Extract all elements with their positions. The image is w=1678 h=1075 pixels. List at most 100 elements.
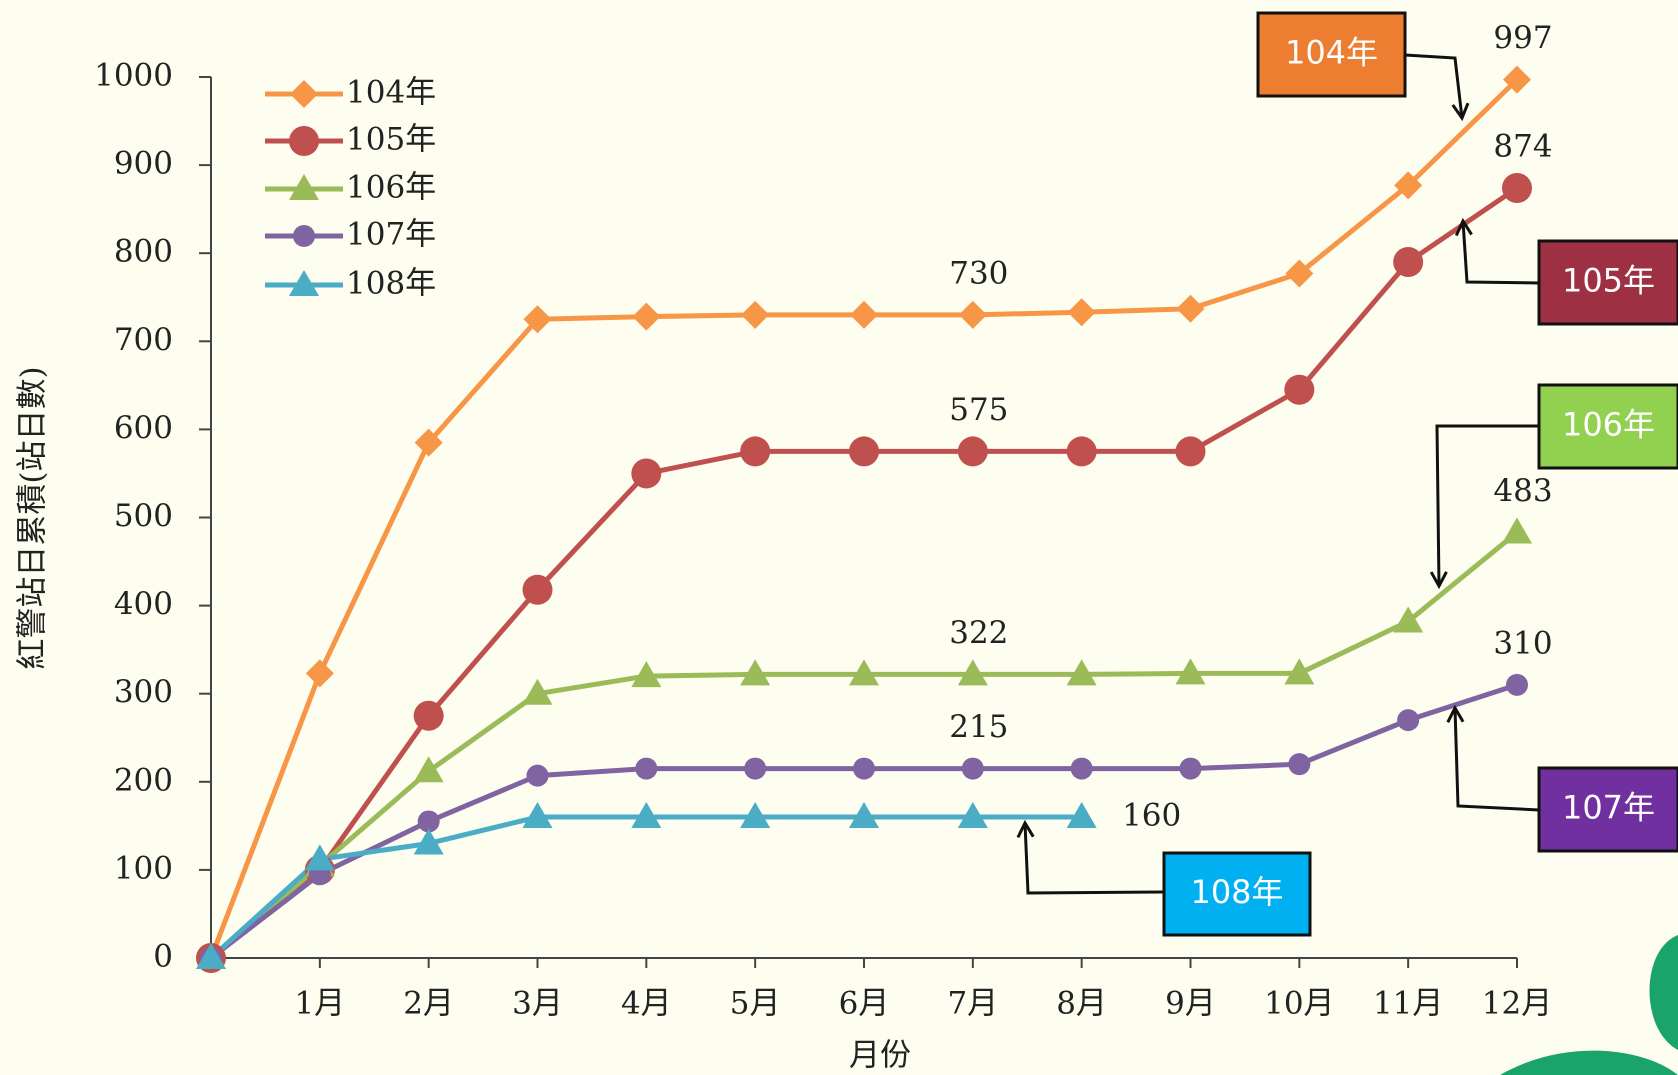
x-tick-label: 8月 <box>1056 986 1107 1022</box>
marker <box>289 270 319 296</box>
data-label: 215 <box>949 709 1008 745</box>
marker <box>522 802 553 829</box>
y-tick-label: 800 <box>114 234 173 270</box>
y-axis-label: 紅警站日累積(站日數) <box>15 366 51 669</box>
data-label: 874 <box>1493 129 1552 165</box>
annotation-box <box>1162 851 1312 937</box>
marker <box>526 764 549 787</box>
marker <box>741 300 770 329</box>
arrow-head <box>1454 217 1473 237</box>
marker <box>1179 757 1202 780</box>
marker <box>849 436 879 467</box>
marker <box>413 828 444 855</box>
legend-label: 107年 <box>346 217 436 253</box>
annotation-box <box>1537 766 1678 853</box>
marker <box>413 756 444 783</box>
marker <box>1506 673 1528 696</box>
marker <box>631 458 662 489</box>
marker <box>305 659 334 688</box>
marker <box>1285 259 1314 288</box>
marker <box>1394 171 1423 200</box>
arrow-head <box>1016 819 1035 839</box>
marker <box>304 844 335 871</box>
marker <box>740 802 771 829</box>
decoration <box>1500 1050 1678 1075</box>
legend-label: 104年 <box>346 75 436 111</box>
annotation-box <box>1537 383 1678 470</box>
annotation-arrow <box>1453 707 1540 812</box>
marker <box>635 757 658 780</box>
legend-label: 108年 <box>346 266 436 302</box>
legend-label: 105年 <box>346 122 436 158</box>
x-tick-label: 2月 <box>403 986 454 1022</box>
y-tick-label: 300 <box>114 674 173 710</box>
marker <box>1393 606 1424 633</box>
annotation-arrow <box>1461 220 1540 285</box>
y-tick-label: 0 <box>153 939 173 975</box>
marker <box>1066 802 1097 829</box>
arrow-head <box>1446 704 1465 723</box>
arrow-head <box>1451 102 1470 122</box>
annotation-label: 107年 <box>1562 789 1655 827</box>
marker <box>414 428 443 457</box>
x-tick-label: 10月 <box>1264 986 1334 1022</box>
marker <box>523 305 552 334</box>
marker <box>957 436 988 467</box>
marker <box>631 802 662 829</box>
marker <box>850 300 878 329</box>
marker <box>289 174 319 200</box>
marker <box>1393 247 1424 278</box>
annotation-arrow <box>1435 424 1539 587</box>
marker <box>631 661 662 688</box>
legend-label: 106年 <box>346 170 436 206</box>
marker <box>1502 173 1532 204</box>
y-tick-label: 500 <box>114 498 173 534</box>
data-label: 160 <box>1122 798 1181 834</box>
data-label: 730 <box>949 255 1008 291</box>
marker <box>740 659 771 686</box>
marker <box>1503 65 1531 94</box>
marker <box>849 659 879 686</box>
marker <box>1066 659 1097 686</box>
annotation-label: 105年 <box>1562 262 1655 300</box>
marker <box>1284 374 1315 405</box>
y-tick-label: 400 <box>114 586 173 622</box>
y-tick-label: 900 <box>114 146 173 182</box>
marker <box>957 802 988 829</box>
marker <box>417 810 440 833</box>
x-tick-label: 11月 <box>1373 986 1443 1022</box>
y-tick-label: 100 <box>114 850 173 886</box>
marker <box>1284 658 1315 685</box>
marker <box>961 757 984 780</box>
marker <box>196 943 226 969</box>
data-label: 322 <box>949 615 1008 651</box>
marker <box>853 757 875 780</box>
annotation-label: 106年 <box>1562 406 1655 444</box>
data-label: 575 <box>949 392 1008 428</box>
x-axis-label: 月份 <box>849 1038 911 1074</box>
marker <box>289 126 319 156</box>
y-tick-label: 700 <box>114 322 173 358</box>
marker <box>1067 298 1096 327</box>
marker <box>1175 436 1206 467</box>
x-tick-label: 4月 <box>621 986 672 1022</box>
marker <box>522 678 553 705</box>
annotation-label: 108年 <box>1190 873 1283 911</box>
marker <box>1397 709 1420 732</box>
y-tick-label: 200 <box>114 762 173 798</box>
marker <box>632 302 661 331</box>
marker <box>293 225 315 247</box>
x-tick-label: 5月 <box>730 986 781 1022</box>
marker <box>290 80 318 108</box>
x-tick-label: 9月 <box>1165 986 1216 1022</box>
marker <box>849 802 879 829</box>
marker <box>957 659 988 686</box>
decoration <box>1649 935 1678 1050</box>
x-tick-label: 7月 <box>947 986 998 1022</box>
data-label: 310 <box>1493 625 1552 661</box>
x-tick-label: 3月 <box>512 986 563 1022</box>
x-tick-label: 1月 <box>294 986 345 1022</box>
marker <box>1176 294 1205 323</box>
data-label: 997 <box>1493 20 1552 56</box>
